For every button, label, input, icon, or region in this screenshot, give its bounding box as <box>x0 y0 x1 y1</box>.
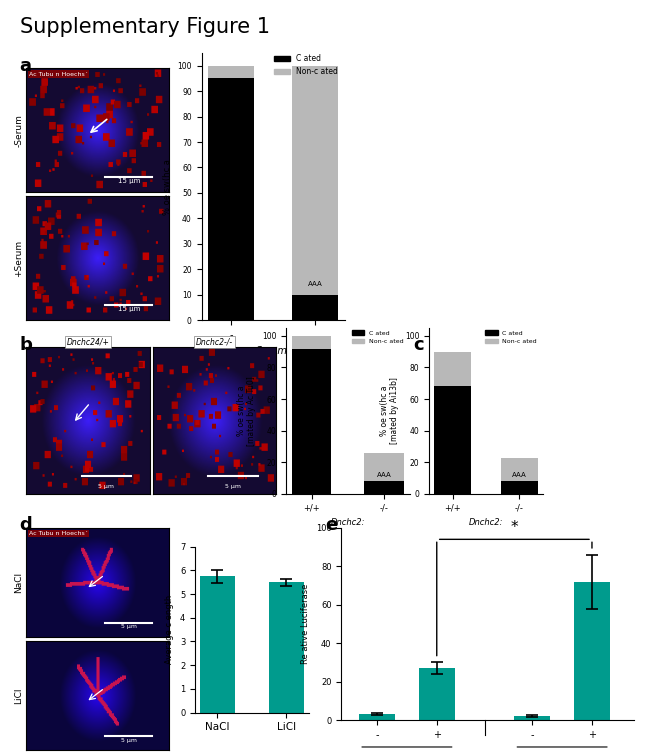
Bar <box>269 582 304 713</box>
Bar <box>208 66 254 78</box>
Text: AAA: AAA <box>376 472 391 478</box>
Title: Dnchc2-/-: Dnchc2-/- <box>196 337 233 346</box>
Y-axis label: Re ative Luciferase: Re ative Luciferase <box>301 584 310 664</box>
Bar <box>364 453 404 481</box>
Text: 5 µm: 5 µm <box>121 737 137 743</box>
Bar <box>292 295 338 320</box>
Y-axis label: Average c ength: Average c ength <box>165 595 174 664</box>
Text: Ac Tubu n Hoechs´: Ac Tubu n Hoechs´ <box>29 72 88 77</box>
Text: c: c <box>413 336 423 354</box>
Text: d: d <box>20 516 32 535</box>
X-axis label: Serum:: Serum: <box>255 346 291 356</box>
Bar <box>364 481 404 494</box>
Y-axis label: -Serum: -Serum <box>14 114 23 146</box>
X-axis label: Dnchc2:: Dnchc2: <box>469 518 503 527</box>
Y-axis label: NaCl: NaCl <box>14 572 23 593</box>
Legend: C ated, Non-c ated: C ated, Non-c ated <box>349 328 406 347</box>
Text: 15 µm: 15 µm <box>118 177 140 183</box>
Legend: C ated, Non-c ated: C ated, Non-c ated <box>482 328 540 347</box>
Text: 5 µm: 5 µm <box>121 624 137 630</box>
Text: *: * <box>510 520 518 535</box>
Title: Dnchc24/+: Dnchc24/+ <box>66 337 109 346</box>
Legend: C ated, Non-c ated: C ated, Non-c ated <box>271 51 341 79</box>
Bar <box>292 348 332 494</box>
Text: e: e <box>325 516 337 535</box>
Y-axis label: % oe sw(hc a: % oe sw(hc a <box>162 158 172 215</box>
Y-axis label: % oe sw(hc a
[mated by Ac Tu0]: % oe sw(hc a [mated by Ac Tu0] <box>237 376 256 446</box>
Y-axis label: LiCl: LiCl <box>14 688 23 703</box>
Bar <box>292 66 338 295</box>
Bar <box>514 716 550 720</box>
Text: 15 µm: 15 µm <box>118 305 140 311</box>
Text: Supplementary Figure 1: Supplementary Figure 1 <box>20 17 270 37</box>
Bar <box>434 351 471 387</box>
X-axis label: Dnchc2:: Dnchc2: <box>330 518 365 527</box>
Bar <box>208 78 254 320</box>
Bar <box>292 336 332 348</box>
Y-axis label: +Serum: +Serum <box>14 240 23 277</box>
Bar <box>359 714 395 720</box>
Bar <box>501 481 538 494</box>
Text: AAA: AAA <box>307 281 322 287</box>
Text: b: b <box>20 336 32 354</box>
Bar <box>501 458 538 481</box>
Y-axis label: % oe sw(hc a
[mated by Ai13b]: % oe sw(hc a [mated by Ai13b] <box>380 378 399 444</box>
Text: AAA: AAA <box>512 472 526 478</box>
Text: a: a <box>20 57 31 75</box>
Bar <box>434 387 471 494</box>
Text: 5 µm: 5 µm <box>225 484 241 489</box>
Text: 5 µm: 5 µm <box>98 484 114 489</box>
Text: Ac Tubu n Hoechs´: Ac Tubu n Hoechs´ <box>29 531 88 536</box>
Bar <box>574 581 610 720</box>
Bar <box>419 668 454 720</box>
Bar <box>200 576 235 713</box>
